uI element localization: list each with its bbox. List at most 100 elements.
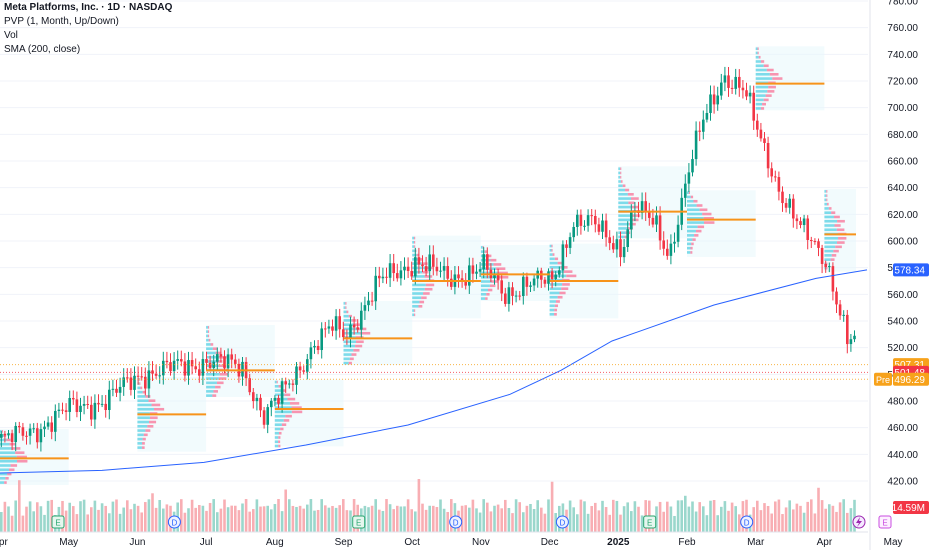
profile-bar-down	[493, 263, 502, 266]
profile-bar-down	[555, 300, 560, 303]
profile-bar-down	[757, 51, 759, 55]
profile-bar-down	[690, 246, 693, 250]
profile-bar-up	[549, 291, 560, 295]
candle-body	[82, 404, 86, 406]
candle-body	[475, 271, 478, 274]
volume-bar	[327, 507, 331, 532]
profile-bar-down	[349, 357, 354, 361]
profile-bar-down	[837, 219, 845, 223]
volume-bar	[846, 512, 849, 532]
candle-body	[655, 215, 658, 225]
indicator-pvp[interactable]: PVP (1, Month, Up/Down)	[4, 16, 119, 27]
candle-body	[230, 354, 233, 360]
candle-body	[435, 266, 439, 272]
earnings-marker[interactable]	[51, 515, 65, 529]
profile-bar-up	[274, 444, 279, 448]
profile-bar-down	[7, 472, 12, 476]
volume-bar	[388, 504, 392, 532]
candle-body	[169, 362, 172, 372]
candle-body	[691, 159, 694, 173]
profile-bar-up	[412, 283, 426, 287]
profile-bar-down	[208, 338, 211, 342]
earnings-marker[interactable]	[643, 515, 657, 529]
candle-body	[705, 112, 709, 120]
profile-bar-down	[422, 270, 429, 274]
profile-bar-up	[343, 340, 357, 344]
time-tick-label: Oct	[404, 537, 420, 548]
dividend-marker[interactable]	[449, 515, 463, 529]
dividend-marker[interactable]	[740, 515, 754, 529]
profile-bar-down	[140, 386, 143, 390]
volume-bar	[316, 509, 320, 532]
profile-bar-up	[618, 235, 625, 239]
profile-bar-down	[149, 416, 158, 420]
earnings-marker[interactable]	[352, 515, 366, 529]
volume-bar	[122, 507, 125, 532]
volume-bar	[496, 504, 500, 532]
price-tick-label: 480.00	[887, 397, 918, 408]
profile-bar-down	[414, 241, 416, 244]
profile-bar-up	[618, 188, 626, 192]
profile-bar-up	[824, 190, 827, 193]
pre-market-tag-text: Pre	[876, 375, 890, 385]
profile-bar-down	[694, 234, 699, 237]
dividend-marker[interactable]	[167, 515, 181, 529]
event-markers[interactable]: EDEDDEDEDDE	[51, 515, 932, 529]
profile-bar-up	[137, 386, 141, 390]
event-marker-label: E	[647, 519, 652, 528]
volume-bar	[414, 511, 417, 532]
price-tick-label: 520.00	[887, 343, 918, 354]
profile-bar-up	[206, 390, 214, 393]
candle-body	[741, 87, 745, 91]
profile-bar-up	[755, 98, 764, 102]
volume-bar	[817, 487, 820, 532]
profile-bar-up	[343, 306, 346, 309]
candle-body	[550, 271, 554, 279]
profile-bar-down	[148, 399, 156, 402]
upcoming-earnings-marker[interactable]	[878, 515, 892, 529]
profile-bar-down	[772, 77, 783, 80]
profile-bar-up	[137, 425, 148, 428]
time-axis[interactable]: Apr May Jun Jul Aug Sep Oct Nov Dec 2025 Feb Mar Apr…	[0, 531, 903, 548]
candle-body	[277, 397, 280, 404]
candle-body	[378, 275, 381, 279]
volume-bar	[187, 508, 190, 532]
volume-bar	[619, 514, 622, 532]
profile-bar-down	[210, 343, 214, 346]
candle-body	[223, 356, 226, 369]
profile-bar-up	[755, 85, 769, 89]
indicator-vol[interactable]: Vol	[4, 30, 18, 41]
profile-bar-up	[274, 414, 286, 418]
volume-bar	[633, 501, 637, 532]
volume-bars	[0, 479, 856, 532]
candle-body	[561, 244, 565, 271]
candle-body	[374, 275, 377, 302]
candle-body	[180, 359, 183, 362]
candle-body	[363, 305, 367, 311]
profile-bar-up	[137, 442, 143, 445]
profile-bar-down	[760, 107, 765, 110]
candle-body	[298, 366, 302, 371]
profile-bar-up	[755, 90, 768, 93]
profile-bar-up	[824, 194, 827, 197]
chart-title[interactable]: Meta Platforms, Inc. · 1D · NASDAQ	[4, 2, 173, 13]
profile-bar-up	[618, 222, 630, 226]
indicator-sma[interactable]: SMA (200, close)	[4, 44, 81, 55]
profile-bar-down	[757, 47, 759, 50]
profile-bar-up	[274, 389, 282, 392]
volume-bar	[439, 499, 442, 532]
candles	[0, 66, 856, 452]
candle-body	[111, 388, 115, 390]
volume-bar	[471, 499, 475, 532]
volume-bar	[201, 505, 205, 532]
profile-bar-down	[836, 241, 845, 244]
volume-bar	[568, 500, 572, 532]
price-tick-label: 700.00	[887, 103, 918, 114]
dividend-marker[interactable]	[555, 515, 569, 529]
grid	[0, 0, 868, 482]
profile-bar-up	[0, 447, 13, 450]
profile-bar-down	[291, 410, 303, 414]
profile-bar-down	[147, 425, 154, 428]
profile-bar-up	[755, 102, 763, 106]
